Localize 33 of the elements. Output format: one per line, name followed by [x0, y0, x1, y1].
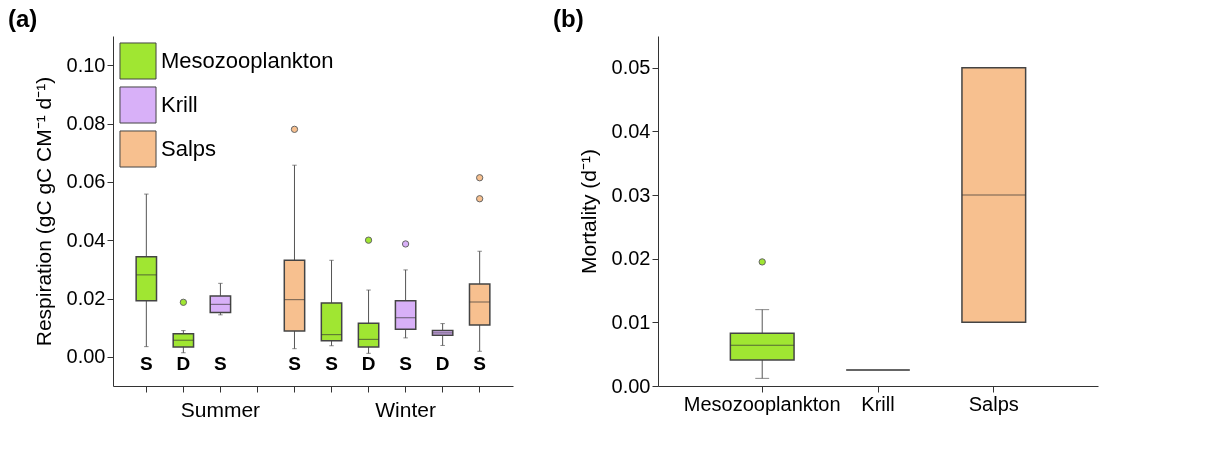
y-tick-label: 0.05	[611, 56, 651, 79]
x-tick-label: S	[399, 352, 412, 374]
text: Winter	[375, 398, 436, 421]
y-tick-label: 0.03	[611, 183, 651, 206]
y-tick-label: 0.02	[66, 287, 106, 309]
text: Summer	[180, 398, 261, 421]
y-tick-label: 0.00	[611, 374, 651, 397]
y-tick-label: 0.06	[66, 170, 106, 193]
y-tick-label: 0.00	[66, 345, 106, 368]
chart-title: (a)	[8, 5, 38, 32]
y-tick-label: 0.08	[66, 112, 106, 134]
y-axis-title: Mortality (d⁻¹)	[576, 149, 600, 274]
x-tick-label: S	[288, 352, 301, 374]
x-tick-label: S	[325, 352, 338, 374]
y-tick-label: 0.01	[611, 310, 651, 333]
y-axis-title: Respiration (gC gC CM⁻¹ d⁻¹)	[31, 76, 55, 347]
x-tick-label: Mesozooplankton	[683, 392, 841, 415]
x-tick-label: S	[139, 352, 153, 374]
y-tick-label: 0.04	[611, 119, 651, 142]
legend-label: Krill	[161, 92, 198, 117]
x-tick-label: Salps	[968, 392, 1019, 415]
x-tick-label: Krill	[861, 392, 895, 415]
y-tick-label: 0.10	[66, 53, 106, 76]
legend-label: Mesozooplankton	[161, 48, 334, 73]
x-tick-label: D	[361, 352, 376, 374]
y-tick-label: 0.04	[66, 228, 106, 251]
chart-title: (b)	[553, 5, 584, 32]
x-tick-label: S	[473, 352, 487, 374]
x-tick-label: D	[176, 352, 191, 374]
x-tick-label: S	[214, 352, 227, 374]
legend-label: Salps	[161, 136, 217, 161]
y-tick-label: 0.02	[611, 247, 651, 270]
x-tick-label: D	[435, 352, 450, 374]
